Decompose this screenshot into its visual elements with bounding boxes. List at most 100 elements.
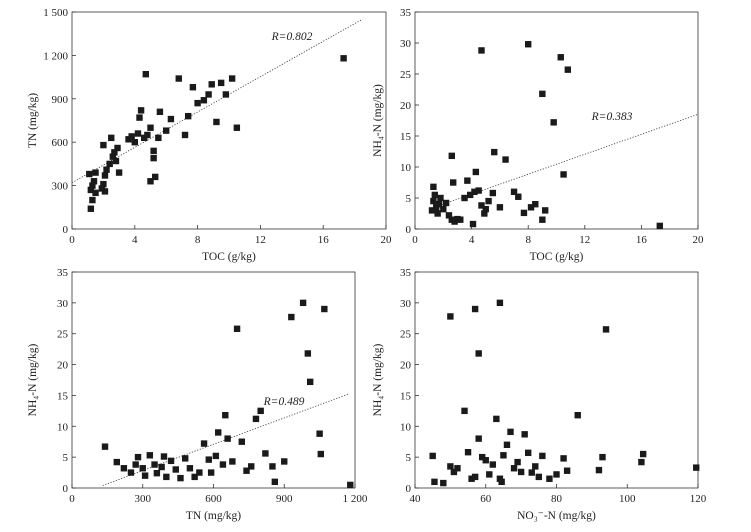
data-point [89,182,96,189]
data-point [219,461,227,468]
x-tick-label: 8 [195,234,201,246]
data-point [86,170,93,178]
data-point [196,469,203,476]
data-point [321,305,328,313]
y-tick-label: 15 [400,131,412,143]
data-point [90,178,98,185]
y-tick-label: 1 200 [43,50,68,62]
x-tick-label: 300 [135,493,152,505]
y-tick-label: 30 [57,298,69,310]
data-point [139,465,146,472]
data-point [431,478,438,486]
data-point [503,441,511,448]
data-point [150,147,157,155]
data-point [288,313,295,321]
data-point [127,469,135,476]
data-point [134,453,142,461]
x-tick-label: 16 [636,234,648,246]
data-point [175,75,182,82]
data-point [560,455,567,462]
data-point [471,188,478,195]
plot-frame [414,11,699,230]
data-point [528,469,535,476]
data-point [507,428,514,436]
y-tick-label: 35 [400,267,412,279]
data-point [207,469,215,476]
data-point [146,452,154,459]
x-tick-label: 12 [255,234,266,246]
data-point [155,134,162,142]
data-point [215,429,222,436]
data-point [131,139,138,146]
y-tick-label: 15 [400,390,412,402]
data-point [243,467,250,474]
x-tick-label: 100 [619,493,636,505]
panel-toc-nh4n: 0 4 8 12 16 20 0 5 10 15 20 25 30 35 TOC (g/kg) NH₄-N (… [372,7,704,263]
data-point [496,204,504,211]
data-point [471,305,479,313]
data-point [550,119,557,126]
data-point [428,207,436,214]
y-tick-label: 900 [52,94,69,106]
data-point [539,216,546,223]
y-tick-label: 30 [400,298,412,310]
r-annotation: R=0.489 [263,396,305,408]
x-tick-label: 40 [410,493,422,505]
data-point [142,71,149,78]
data-point [431,191,439,199]
y-axis-label: NH₄-N (mg/kg) [372,343,384,416]
y-tick-label: 30 [400,38,412,50]
data-point [564,66,572,73]
data-point [167,115,175,123]
x-tick-label: 120 [690,493,707,505]
data-point [182,455,189,462]
y-tick-label: 25 [400,329,412,341]
data-point [316,430,323,437]
data-point [525,41,532,48]
panel-tn-nh4n: 0 300 600 900 1 200 0 5 10 15 20 25 30 35 TN (mg/kg) N… [27,267,368,522]
data-point [563,467,571,474]
data-point [167,457,175,465]
data-point [200,97,208,104]
panel-no3n-nh4n: 40 60 80 100 120 0 5 10 15 20 25 30 35 NO₃⁻-N (mg/kg)… [372,267,707,522]
plot-frame [71,11,387,230]
y-tick-label: 10 [57,421,69,433]
data-point [447,463,454,470]
data-point [205,456,212,463]
data-point [440,479,447,487]
data-point [153,469,161,477]
data-point [152,173,159,181]
data-point [101,188,109,195]
data-point [557,54,564,61]
data-point [233,124,241,131]
data-point [89,196,96,204]
data-point [450,468,458,476]
data-point [147,124,154,131]
data-point [489,461,497,468]
data-point [435,201,443,208]
data-point [222,91,230,98]
data-point [485,197,492,205]
y-tick-label: 25 [400,69,412,81]
data-point [500,452,507,459]
data-point [496,299,504,307]
data-point [457,216,464,223]
data-point [147,178,154,185]
x-tick-label: 8 [525,234,531,246]
data-point [429,452,436,460]
data-point [213,118,220,126]
data-point [693,464,700,471]
y-tick-label: 5 [406,193,412,205]
y-tick-label: 300 [52,181,69,193]
y-tick-label: 5 [406,452,412,464]
data-point [595,466,603,474]
data-point [299,299,307,307]
data-point [468,475,475,482]
data-point [541,207,549,214]
data-point [222,411,229,419]
data-point [466,191,474,199]
data-point [132,461,139,468]
data-point [136,114,143,121]
data-point [189,84,197,91]
data-point [599,453,606,461]
